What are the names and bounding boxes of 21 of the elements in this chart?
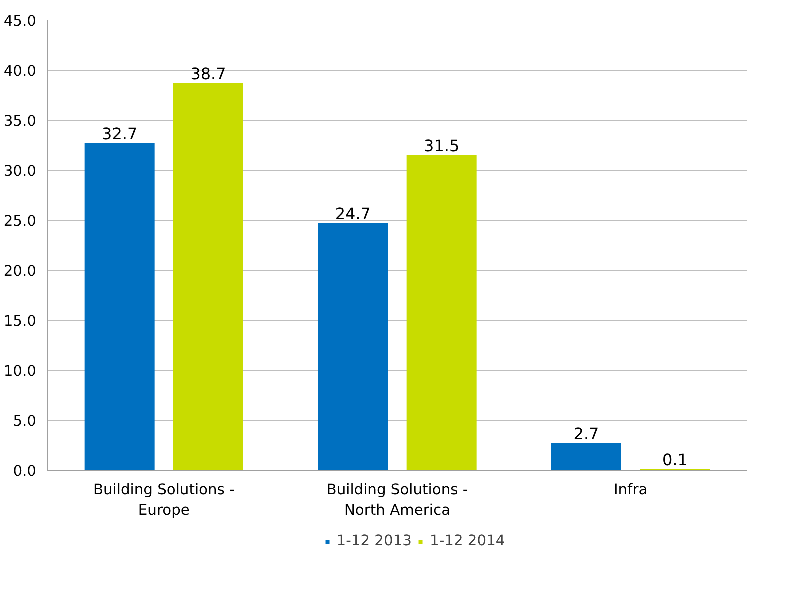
data-label: 38.7 [190,64,226,84]
y-tick-label: 45.0 [4,13,37,30]
y-tick-label: 30.0 [4,163,37,180]
data-label: 31.5 [424,136,460,156]
y-tick-label: 0.0 [13,463,37,480]
y-tick-label: 40.0 [4,63,37,80]
y-tick-label: 10.0 [4,363,37,380]
legend-label: 1-12 2014 [430,532,506,550]
data-label: 32.7 [102,124,138,144]
y-tick-label: 20.0 [4,263,37,280]
y-tick-label: 15.0 [4,313,37,330]
legend-label: 1-12 2013 [336,532,412,550]
y-tick-label: 5.0 [13,413,37,430]
data-label: 2.7 [574,424,600,444]
data-label: 24.7 [335,204,371,224]
x-tick-label: Building Solutions - North America [326,482,468,519]
y-tick-label: 25.0 [4,213,37,230]
x-tick-label: Infra [614,482,648,498]
data-label: 0.1 [662,450,688,470]
x-tick-label: Building Solutions - Europe [93,482,235,519]
y-tick-label: 35.0 [4,113,37,130]
